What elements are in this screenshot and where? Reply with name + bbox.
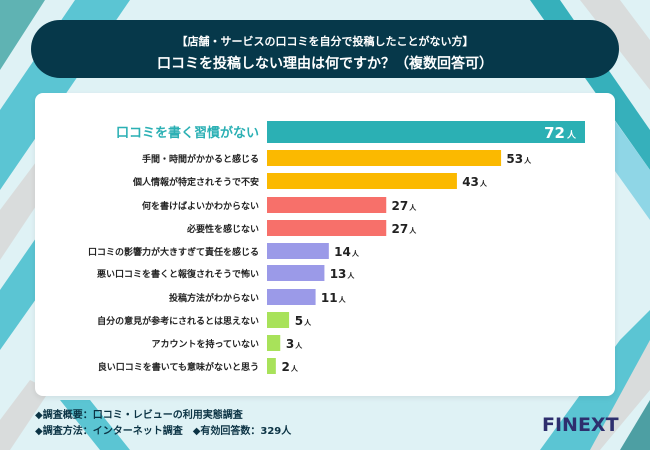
bar-chart: 口コミを書く習慣がない 72 人手間・時間がかかると感じる 53 人個人情報が特定されそ… — [88, 121, 585, 374]
category-label: アカウントを持っていない — [151, 338, 259, 350]
bar — [267, 289, 316, 305]
category-label: 投稿方法がわからない — [169, 292, 259, 304]
unit-label: 人 — [347, 271, 355, 280]
value-label: 14 — [334, 245, 351, 259]
value-label: 2 — [281, 360, 289, 374]
unit-label: 人 — [291, 364, 299, 373]
category-label: 何を書けばよいかわからない — [142, 200, 259, 212]
value-label: 13 — [330, 267, 347, 281]
bar — [267, 150, 502, 166]
chart-title: 口コミを投稿しない理由は何ですか？（複数回答可） — [157, 56, 493, 72]
survey-overview: ◆調査概要：口コミ・レビューの利用実態調査 — [35, 410, 243, 421]
bar — [267, 243, 329, 259]
bar — [267, 121, 585, 143]
unit-label: 人 — [524, 156, 532, 165]
bar — [267, 265, 325, 281]
bar — [267, 335, 281, 351]
unit-label: 人 — [566, 129, 577, 141]
survey-notes: ◆調査概要：口コミ・レビューの利用実態調査 ◆調査方法：インターネット調査 ◆有… — [35, 408, 291, 440]
bar — [267, 220, 387, 236]
unit-label: 人 — [339, 295, 347, 304]
survey-method: ◆調査方法：インターネット調査 ◆有効回答数：329人 — [35, 426, 292, 437]
value-label: 3 — [286, 337, 294, 351]
category-label: 口コミの影響力が大きすぎて責任を感じる — [88, 246, 259, 258]
category-label: 悪い口コミを書くと報復されそうで怖い — [97, 268, 259, 280]
unit-label: 人 — [409, 226, 417, 235]
chart-subtitle: 【店舗・サービスの口コミを自分で投稿したことがない方】 — [176, 35, 474, 48]
unit-label: 人 — [295, 341, 303, 350]
unit-label: 人 — [409, 203, 417, 212]
value-label: 53 — [506, 152, 523, 166]
chart-card: 口コミを書く習慣がない 72 人手間・時間がかかると感じる 53 人個人情報が特定されそ… — [35, 93, 615, 396]
bar — [267, 173, 457, 189]
category-label: 自分の意見が参考にされるとは思えない — [97, 315, 259, 327]
category-label: 個人情報が特定されそうで不安 — [132, 176, 259, 188]
category-label: 手間・時間がかかると感じる — [142, 153, 259, 165]
bar — [267, 358, 276, 374]
value-label: 27 — [392, 199, 409, 213]
category-label: 良い口コミを書いても意味がないと思う — [98, 361, 259, 373]
category-label: 必要性を感じない — [186, 223, 259, 235]
value-label: 43 — [462, 175, 479, 189]
unit-label: 人 — [480, 179, 488, 188]
category-label: 口コミを書く習慣がない — [116, 125, 259, 141]
value-label: 5 — [295, 314, 303, 328]
title-banner: 【店舗・サービスの口コミを自分で投稿したことがない方】 口コミを投稿しない理由は… — [31, 20, 619, 78]
unit-label: 人 — [352, 249, 360, 258]
value-label: 27 — [392, 222, 409, 236]
finext-logo: FINEXT — [542, 414, 619, 436]
value-label: 11 — [321, 291, 338, 305]
unit-label: 人 — [304, 318, 312, 327]
bar — [267, 312, 290, 328]
value-label: 72 — [544, 124, 565, 142]
bar — [267, 197, 387, 213]
